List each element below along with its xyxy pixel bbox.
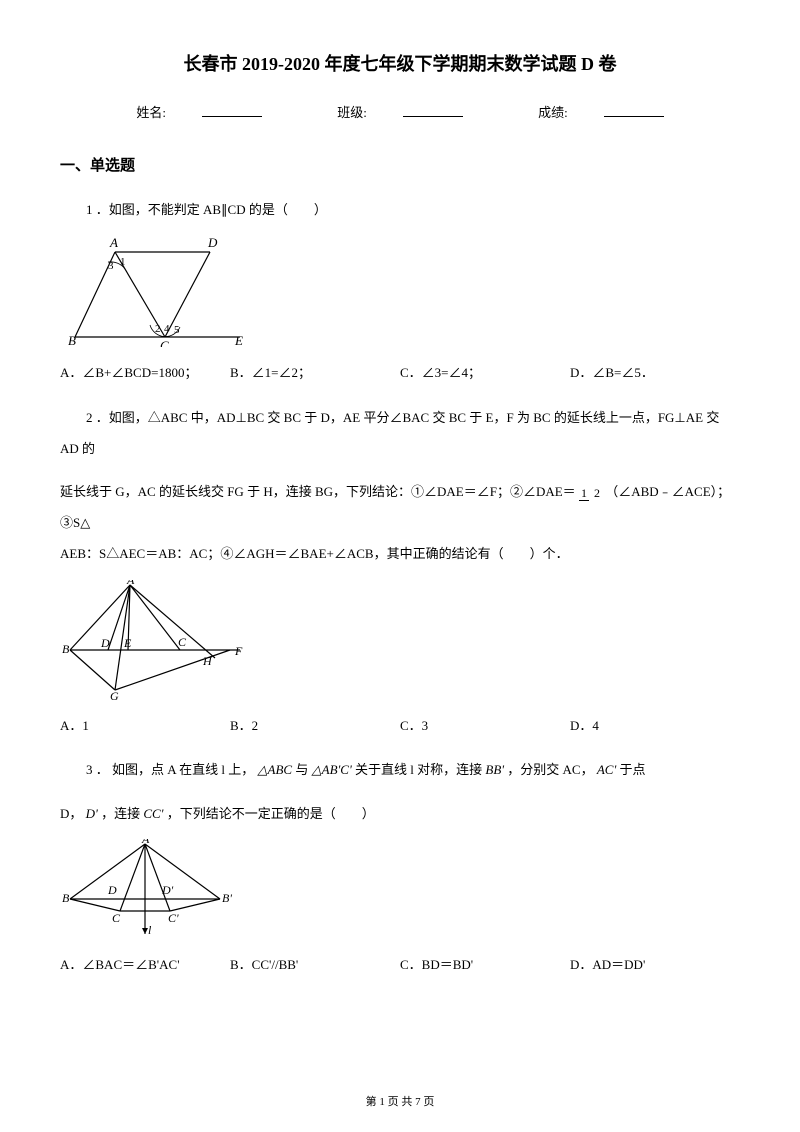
q3-t8: ，下列结论不一定正确的是（ ）: [167, 806, 375, 821]
q3-options: A．∠BAC＝∠B'AC' B．CC'//BB' C．BD＝BD' D．AD＝D…: [60, 955, 740, 976]
svg-text:5: 5: [174, 324, 180, 336]
q1-text: 1 ．如图，不能判定 AB∥CD 的是（ ）: [60, 194, 740, 225]
q2-text-line2: 延长线于 G，AC 的延长线交 FG 于 H，连接 BG，下列结论：①∠DAE＝…: [60, 476, 740, 538]
q3-t1: 3 ． 如图，点 A 在直线 l 上，: [86, 762, 254, 777]
page-title: 长春市 2019-2020 年度七年级下学期期末数学试题 D 卷: [60, 50, 740, 79]
svg-text:G: G: [110, 689, 119, 700]
q3-optA: A．∠BAC＝∠B'AC': [60, 955, 220, 976]
svg-text:A: A: [141, 839, 150, 846]
q2-text-line1: 2 ．如图，△ABC 中，AD⊥BC 交 BC 于 D，AE 平分∠BAC 交 …: [60, 402, 740, 464]
score-blank: [604, 103, 664, 117]
q2-options: A．1 B．2 C．3 D．4: [60, 716, 740, 737]
q3-t3: 关于直线 l 对称，连接: [355, 762, 482, 777]
svg-text:C': C': [168, 911, 179, 925]
info-line: 姓名: 班级: 成绩:: [60, 103, 740, 124]
q2-fraction: 1 2: [579, 487, 602, 499]
q3-t6: D，: [60, 806, 82, 821]
q2-optC: C．3: [400, 716, 560, 737]
svg-text:E: E: [123, 636, 132, 650]
q1-optD: D．∠B=∠5．: [570, 363, 730, 384]
svg-text:l: l: [148, 923, 152, 937]
svg-text:B: B: [62, 891, 70, 905]
q1-optA: A．∠B+∠BCD=1800；: [60, 363, 220, 384]
svg-text:H: H: [202, 654, 213, 668]
q2-text2a: 延长线于 G，AC 的延长线交 FG 于 H，连接 BG，下列结论：①∠DAE＝…: [60, 484, 576, 499]
q3-t7: ，连接: [101, 806, 140, 821]
q3-diagram: A B B' C C' D D' l: [60, 839, 740, 939]
svg-text:A: A: [109, 237, 118, 250]
svg-text:C: C: [160, 338, 169, 347]
svg-text:F: F: [234, 644, 243, 658]
q2-optB: B．2: [230, 716, 390, 737]
q1-options: A．∠B+∠BCD=1800； B．∠1=∠2； C．∠3=∠4； D．∠B=∠…: [60, 363, 740, 384]
section-header: 一、单选题: [60, 154, 740, 178]
q2-optA: A．1: [60, 716, 220, 737]
q2-diagram: A B D E C F H G: [60, 580, 740, 700]
q2-frac-den: 2: [592, 486, 602, 500]
q1-optC: C．∠3=∠4；: [400, 363, 560, 384]
q3-abc: △ABC: [258, 762, 293, 777]
q3-cc: CC': [143, 806, 163, 821]
q3-optD: D．AD＝DD': [570, 955, 730, 976]
q3-line2: D， D' ，连接 CC' ，下列结论不一定正确的是（ ）: [60, 798, 740, 829]
q1-optB: B．∠1=∠2；: [230, 363, 390, 384]
score-label: 成绩:: [538, 105, 568, 120]
class-blank: [403, 103, 463, 117]
q3-t2: 与: [295, 762, 308, 777]
name-blank: [202, 103, 262, 117]
q3-optB: B．CC'//BB': [230, 955, 390, 976]
svg-text:A: A: [126, 580, 135, 587]
q1-diagram: A D B C E 1 3 2 4 5: [60, 237, 740, 347]
q2-frac-num: 1: [579, 486, 589, 501]
q3-abc2: △AB'C': [312, 762, 352, 777]
svg-text:D': D': [161, 883, 174, 897]
q3-d: D': [86, 806, 98, 821]
svg-text:C: C: [178, 635, 187, 649]
name-label: 姓名:: [136, 105, 166, 120]
svg-text:C: C: [112, 911, 121, 925]
q3-bb: BB': [485, 762, 504, 777]
svg-text:D: D: [207, 237, 218, 250]
svg-text:E: E: [234, 333, 243, 347]
svg-text:B': B': [222, 891, 232, 905]
page-footer: 第 1 页 共 7 页: [0, 1094, 800, 1112]
question-3: 3 ． 如图，点 A 在直线 l 上， △ABC 与 △AB'C' 关于直线 l…: [60, 754, 740, 785]
q2-optD: D．4: [570, 716, 730, 737]
q3-t5: 于点: [620, 762, 646, 777]
svg-text:B: B: [68, 333, 76, 347]
svg-text:D: D: [107, 883, 117, 897]
svg-text:4: 4: [164, 323, 170, 335]
svg-text:B: B: [62, 642, 70, 656]
question-1: 1 ．如图，不能判定 AB∥CD 的是（ ）: [60, 194, 740, 225]
q3-ac: AC': [597, 762, 616, 777]
q3-t4: ，分别交 AC，: [507, 762, 593, 777]
q3-optC: C．BD＝BD': [400, 955, 560, 976]
question-2: 2 ．如图，△ABC 中，AD⊥BC 交 BC 于 D，AE 平分∠BAC 交 …: [60, 402, 740, 464]
q2-text-line3: AEB：S△AEC＝AB：AC；④∠AGH＝∠BAE+∠ACB，其中正确的结论有…: [60, 538, 740, 569]
class-label: 班级:: [337, 105, 367, 120]
svg-text:D: D: [100, 636, 110, 650]
